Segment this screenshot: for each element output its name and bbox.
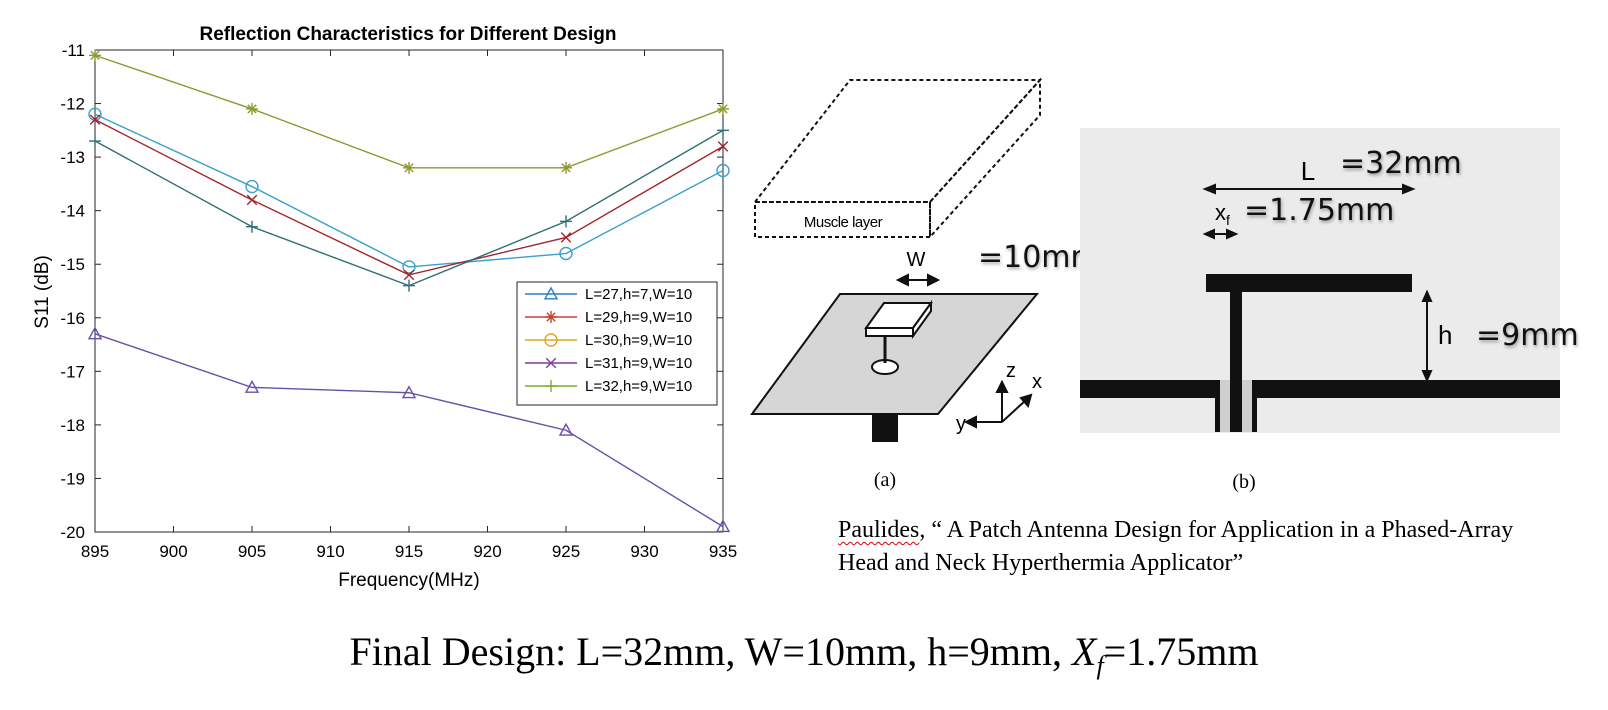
legend-marker — [545, 380, 557, 392]
data-point — [558, 422, 574, 436]
legend-label: L=31,h=9,W=10 — [585, 355, 692, 372]
feed-line — [1230, 276, 1242, 432]
data-point — [89, 49, 101, 62]
final-design-xf: X — [1072, 629, 1097, 674]
y-tick-label: -19 — [60, 469, 85, 488]
legend-label: L=30,h=9,W=10 — [585, 332, 692, 349]
citation: Paulides, “ A Patch Antenna Design for A… — [838, 514, 1558, 580]
caption-b: (b) — [1232, 471, 1255, 493]
series-line-3 — [94, 113, 724, 268]
w-label: W — [907, 249, 926, 271]
data-point — [717, 141, 729, 152]
x-tick-label: 915 — [395, 542, 423, 561]
y-tick-label: -18 — [60, 416, 85, 435]
chart-title: Reflection Characteristics for Different… — [199, 24, 616, 45]
s11-chart: Reflection Characteristics for Different… — [32, 24, 737, 591]
data-point — [401, 385, 417, 399]
series-group — [87, 49, 731, 533]
citation-author: Paulides — [838, 517, 920, 543]
y-tick-label: -12 — [60, 95, 85, 114]
l-dimension-arrow — [1202, 183, 1416, 195]
xf-label: xf — [1215, 200, 1230, 228]
y-tick-label: -13 — [60, 148, 85, 167]
y-tick-label: -16 — [60, 309, 85, 328]
h-value-annotation: =9mm — [1476, 318, 1579, 353]
h-label: h — [1438, 320, 1452, 350]
data-point — [715, 519, 731, 533]
data-point — [560, 232, 572, 243]
data-point — [403, 279, 415, 292]
patch-top — [1206, 274, 1412, 292]
final-design-summary: Final Design: L=32mm, W=10mm, h=9mm, Xf=… — [0, 628, 1608, 681]
ground-strip-right — [1252, 380, 1560, 398]
data-point — [244, 379, 260, 393]
caption-a: (a) — [874, 469, 896, 491]
data-point — [717, 102, 729, 115]
data-point — [403, 269, 415, 281]
data-point — [402, 260, 416, 274]
data-point — [246, 194, 258, 206]
x-tick-label: 930 — [630, 542, 658, 561]
muscle-layer-box — [752, 77, 1043, 240]
data-point — [717, 124, 729, 137]
data-point — [403, 161, 415, 174]
legend-label: L=29,h=9,W=10 — [585, 309, 692, 326]
final-design-suffix: =1.75mm — [1103, 629, 1259, 674]
y-tick-label: -20 — [60, 523, 85, 542]
data-point — [89, 114, 101, 125]
feed-connector — [872, 414, 898, 442]
data-point — [89, 135, 101, 148]
final-design-xf-sub: f — [1096, 651, 1104, 680]
muscle-layer-label: Muscle layer — [804, 214, 883, 231]
patch-element — [864, 299, 933, 340]
x-tick-label: 935 — [709, 542, 737, 561]
data-point — [560, 161, 572, 174]
axis-ticks: 895 900 905 910 915 920 925 930 935 -20 -19 -18 -17 -… — [60, 41, 737, 561]
xf-value-annotation: =1.75mm — [1244, 193, 1395, 228]
legend-label: L=32,h=9,W=10 — [585, 378, 692, 395]
legend-label: L=27,h=7,W=10 — [585, 286, 692, 303]
y-tick-label: -15 — [60, 255, 85, 274]
x-tick-label: 895 — [81, 542, 109, 561]
axis-y-label: y — [956, 413, 966, 435]
ground-strip-left — [1080, 380, 1218, 398]
legend-marker — [545, 311, 557, 323]
data-point — [245, 179, 259, 194]
x-tick-label: 910 — [316, 542, 344, 561]
y-axis-label: S11 (dB) — [32, 255, 53, 329]
w-value-annotation: =10mm — [978, 240, 1100, 275]
axis-x-label: x — [1032, 371, 1042, 393]
h-dimension-arrow — [1421, 289, 1433, 383]
coordinate-axes — [963, 379, 1033, 429]
citation-title: , “ A Patch Antenna Design for Applicati… — [838, 517, 1514, 576]
w-dimension-arrow — [895, 273, 941, 287]
y-tick-label: -11 — [62, 41, 85, 60]
legend-marker — [544, 333, 558, 347]
x-tick-label: 925 — [552, 542, 580, 561]
data-point — [560, 215, 572, 228]
data-point — [87, 326, 103, 340]
x-axis-label: Frequency(MHz) — [338, 570, 479, 591]
data-point — [716, 163, 730, 178]
data-point — [559, 246, 573, 261]
y-tick-label: -14 — [60, 202, 85, 221]
antenna-cross-section-diagram: L xf h (b) — [1080, 128, 1560, 493]
legend-marker — [545, 357, 557, 369]
data-point — [246, 102, 258, 115]
l-label: L — [1301, 156, 1315, 186]
antenna-3d-diagram: Muscle layer W z x y (a) — [750, 77, 1043, 491]
axis-z-label: z — [1006, 360, 1016, 382]
xf-dimension-arrow — [1202, 228, 1239, 240]
legend-marker — [543, 286, 559, 300]
legend: L=27,h=7,W=10 L=29,h=9,W=10 L=30,h=9,W=10 L… — [516, 281, 718, 406]
x-tick-label: 900 — [159, 542, 187, 561]
final-design-prefix: Final Design: L=32mm, W=10mm, h=9mm, — [349, 629, 1072, 674]
x-tick-label: 920 — [473, 542, 501, 561]
series-line-1 — [94, 333, 724, 528]
l-value-annotation: =32mm — [1340, 146, 1462, 181]
data-point — [246, 220, 258, 233]
x-tick-label: 905 — [238, 542, 266, 561]
y-tick-label: -17 — [60, 362, 85, 381]
